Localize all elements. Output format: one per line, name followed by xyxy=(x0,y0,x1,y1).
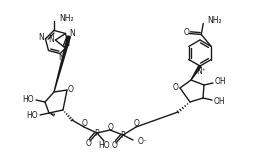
Text: NH₂: NH₂ xyxy=(207,16,222,25)
Polygon shape xyxy=(54,36,70,92)
Text: P: P xyxy=(121,131,125,139)
Text: O: O xyxy=(68,84,74,94)
Text: O: O xyxy=(86,139,92,148)
Text: O: O xyxy=(108,122,114,132)
Text: N: N xyxy=(48,35,54,44)
Text: NH₂: NH₂ xyxy=(59,14,73,23)
Text: N⁺: N⁺ xyxy=(196,66,206,76)
Text: N: N xyxy=(38,33,44,42)
Text: O: O xyxy=(134,119,140,129)
Text: P: P xyxy=(95,129,99,137)
Text: OH: OH xyxy=(215,78,227,86)
Text: O: O xyxy=(82,119,88,129)
Text: O: O xyxy=(183,28,189,37)
Text: HO: HO xyxy=(26,112,38,120)
Text: N: N xyxy=(58,53,64,62)
Text: N: N xyxy=(69,29,75,38)
Text: HO: HO xyxy=(22,95,34,103)
Text: O: O xyxy=(173,82,179,92)
Text: OH: OH xyxy=(214,97,226,105)
Text: O⁻: O⁻ xyxy=(138,136,148,146)
Polygon shape xyxy=(191,65,201,80)
Text: O: O xyxy=(112,142,118,150)
Text: HO: HO xyxy=(98,141,110,149)
